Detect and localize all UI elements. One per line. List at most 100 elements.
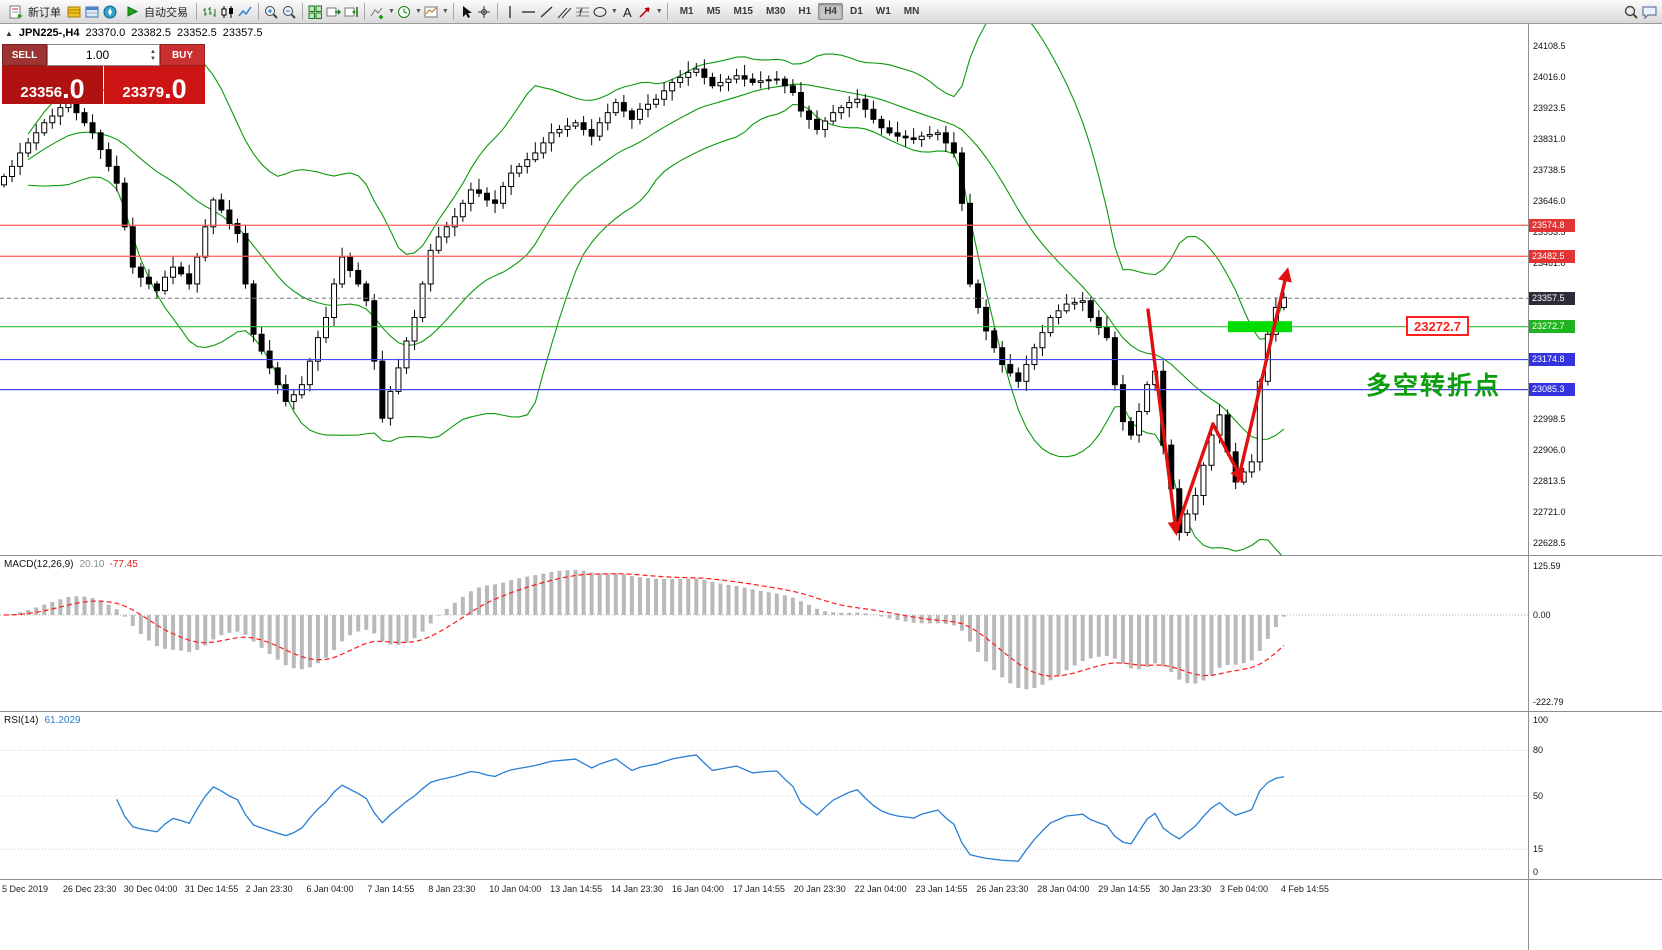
axis-tick-label: 0.00: [1533, 610, 1551, 621]
channel-tool-icon[interactable]: [556, 3, 573, 21]
periods-icon[interactable]: [396, 3, 413, 21]
line-chart-type-icon[interactable]: [237, 3, 254, 21]
time-tick-label: 26 Jan 23:30: [976, 884, 1029, 894]
trendline-tool-icon[interactable]: [538, 3, 555, 21]
sell-price-display[interactable]: 23356.0: [2, 66, 103, 104]
axis-tick-label: 23923.5: [1533, 103, 1566, 114]
chart-shift-icon[interactable]: [343, 3, 360, 21]
volume-stepper[interactable]: 1.00 ▲ ▼: [47, 44, 160, 66]
zoom-in-icon[interactable]: [263, 3, 280, 21]
buy-price-display[interactable]: 23379.0: [104, 66, 205, 104]
bar-chart-type-icon[interactable]: [201, 3, 218, 21]
timeframe-group: M1 M5 M15 M30 H1 H4 D1 W1 MN: [674, 3, 926, 20]
buy-button[interactable]: BUY: [160, 44, 205, 66]
bollinger-band: [27, 5, 1285, 340]
auto-scroll-icon[interactable]: [325, 3, 342, 21]
periods-dropdown-caret[interactable]: ▼: [414, 8, 422, 15]
time-tick-label: 5 Dec 2019: [2, 884, 49, 894]
arrows-tool-icon[interactable]: [637, 3, 654, 21]
indicators-icon[interactable]: [369, 3, 386, 21]
sell-button[interactable]: SELL: [2, 44, 47, 66]
macd-signal-line: [3, 573, 1285, 677]
price-axis[interactable]: 24108.5 24016.0 23923.5 23831.0 23738.5 23646…: [1529, 24, 1662, 950]
panel-separator[interactable]: [0, 711, 1662, 712]
arrows-dropdown-caret[interactable]: ▼: [655, 8, 663, 15]
shapes-dropdown-caret[interactable]: ▼: [610, 8, 618, 15]
cursor-icon[interactable]: [458, 3, 475, 21]
price-chart-canvas[interactable]: [0, 5, 1528, 559]
price-badge: 23174.8: [1529, 353, 1575, 367]
rsi-canvas[interactable]: [0, 712, 1528, 879]
time-tick-label: 30 Jan 23:30: [1159, 884, 1212, 894]
axis-tick-label: 23738.5: [1533, 165, 1566, 176]
green-highlight-box[interactable]: [1228, 321, 1292, 333]
axis-tick-label: 23461.0: [1533, 258, 1566, 269]
top-toolbar: 新订单 自动交易 ▼: [0, 0, 1662, 24]
templates-icon[interactable]: [423, 3, 440, 21]
auto-trading-button[interactable]: 自动交易: [120, 2, 192, 22]
rsi-value: 61.2029: [44, 715, 81, 726]
rsi-panel[interactable]: RSI(14) 61.2029: [0, 712, 1528, 879]
panel-separator[interactable]: [0, 555, 1662, 556]
price-callout-label[interactable]: 23272.7: [1406, 316, 1469, 336]
search-icon[interactable]: [1623, 3, 1640, 21]
price-chart-panel[interactable]: ▲ JPN225-,H4 23370.0 23382.5 23352.5 233…: [0, 5, 1528, 559]
navigator-icon[interactable]: [102, 3, 119, 21]
new-order-button[interactable]: 新订单: [4, 2, 65, 22]
time-tick-label: 28 Jan 04:00: [1037, 884, 1090, 894]
timeframe-w1[interactable]: W1: [875, 6, 891, 17]
timeframe-m15[interactable]: M15: [733, 6, 753, 17]
trend-arrow[interactable]: [1174, 422, 1215, 533]
horizontal-line-tool-icon[interactable]: [520, 3, 537, 21]
macd-canvas[interactable]: [0, 556, 1528, 711]
timeframe-h1[interactable]: H1: [798, 6, 812, 17]
close-value: 23357.5: [222, 27, 263, 39]
macd-panel[interactable]: MACD(12,26,9) 20.10 -77.45: [0, 556, 1528, 711]
time-tick-label: 3 Feb 04:00: [1220, 884, 1269, 894]
tile-windows-icon[interactable]: [307, 3, 324, 21]
data-window-icon[interactable]: [84, 3, 101, 21]
trend-arrow[interactable]: [1211, 422, 1244, 483]
volume-down-icon[interactable]: ▼: [150, 55, 156, 62]
timeframe-m5[interactable]: M5: [706, 6, 721, 17]
axis-tick-label: 23553.5: [1533, 227, 1566, 238]
price-badge: 23272.7: [1529, 320, 1575, 334]
indicators-dropdown-caret[interactable]: ▼: [388, 8, 395, 15]
timeframe-h4[interactable]: H4: [818, 3, 843, 20]
chart-collapse-icon[interactable]: ▲: [5, 28, 13, 38]
trend-arrow[interactable]: [1146, 308, 1182, 536]
rsi-line: [116, 754, 1285, 862]
zoom-out-icon[interactable]: [281, 3, 298, 21]
timeframe-m1[interactable]: M1: [679, 6, 694, 17]
time-tick-label: 26 Dec 23:30: [62, 884, 117, 894]
fibonacci-tool-icon[interactable]: f: [574, 3, 591, 21]
crosshair-icon[interactable]: [476, 3, 493, 21]
toolbar-separator: [496, 3, 498, 20]
trend-arrow[interactable]: [1236, 267, 1292, 483]
axis-tick-label: 0: [1533, 867, 1539, 877]
time-tick-label: 23 Jan 14:55: [915, 884, 968, 894]
axis-tick-label: 22813.5: [1533, 475, 1566, 486]
time-tick-label: 31 Dec 14:55: [184, 884, 239, 894]
volume-up-icon[interactable]: ▲: [150, 48, 156, 55]
text-tool-icon[interactable]: A: [619, 3, 636, 21]
auto-trading-icon: [124, 3, 141, 21]
timeframe-m30[interactable]: M30: [765, 6, 786, 17]
time-axis[interactable]: 5 Dec 2019 26 Dec 23:30 30 Dec 04:00 31 Dec…: [0, 880, 1528, 900]
volume-spin-buttons[interactable]: ▲ ▼: [147, 49, 159, 62]
market-watch-icon[interactable]: [66, 3, 83, 21]
bollinger-band: [28, 103, 1285, 559]
templates-dropdown-caret[interactable]: ▼: [441, 8, 449, 15]
buy-price-main: 23379: [122, 84, 165, 101]
turning-point-note[interactable]: 多空转折点: [1366, 372, 1502, 400]
time-tick-label: 7 Jan 14:55: [367, 884, 415, 894]
time-tick-label: 29 Jan 14:55: [1098, 884, 1151, 894]
chat-icon[interactable]: [1641, 3, 1658, 21]
shapes-tool-icon[interactable]: [592, 3, 609, 21]
rsi-label: RSI(14) 61.2029: [4, 715, 81, 726]
vertical-line-tool-icon[interactable]: [502, 3, 519, 21]
volume-value[interactable]: 1.00: [85, 48, 110, 62]
candlestick-chart-type-icon[interactable]: [219, 3, 236, 21]
timeframe-d1[interactable]: D1: [850, 6, 863, 17]
timeframe-mn[interactable]: MN: [903, 6, 920, 17]
